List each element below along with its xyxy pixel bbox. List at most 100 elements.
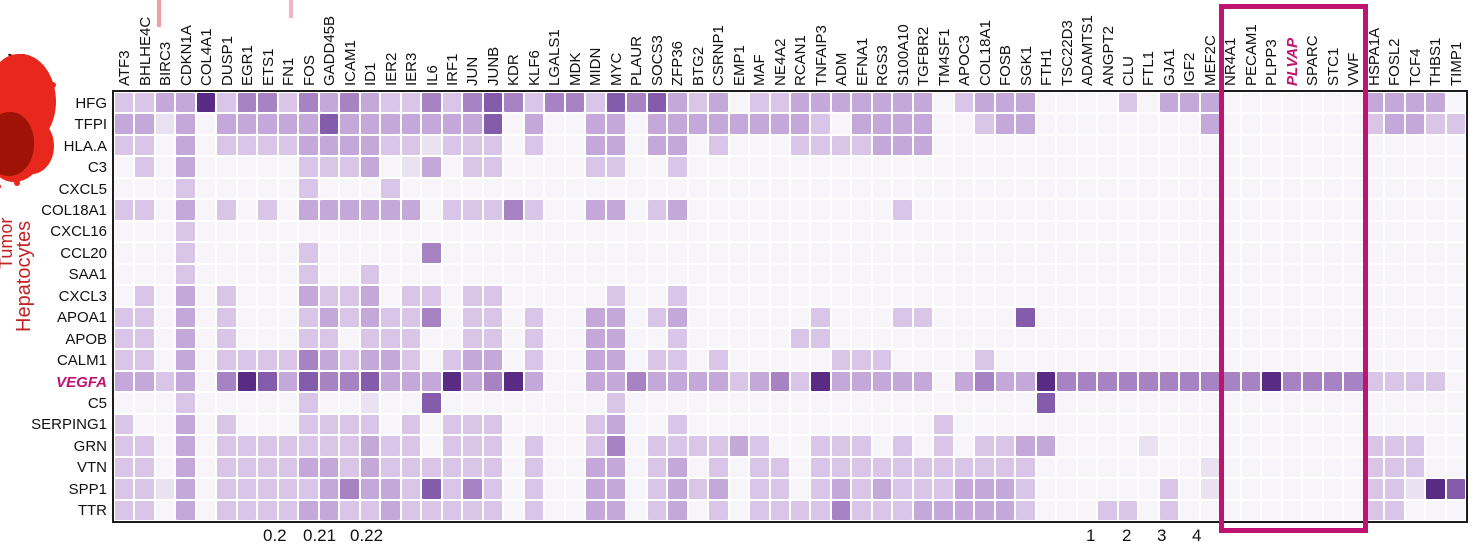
- heatmap-cell: [1426, 114, 1445, 134]
- gene-column-label: MYC: [607, 52, 625, 86]
- heatmap-cell: [913, 157, 933, 177]
- heatmap-cell: [1241, 135, 1261, 156]
- heatmap-cell: [975, 243, 994, 263]
- heatmap-cell: [913, 93, 933, 113]
- heatmap-cell: [340, 479, 359, 499]
- heatmap-cell: [893, 328, 912, 349]
- heatmap-cell: [524, 307, 544, 327]
- heatmap-cell: [709, 135, 728, 156]
- heatmap-cell: [1364, 393, 1384, 413]
- heatmap-cell: [1139, 371, 1158, 392]
- heatmap-cell: [1405, 414, 1425, 435]
- heatmap-cell: [1139, 157, 1158, 177]
- heatmap-cell: [381, 264, 400, 285]
- heatmap-cell: [1221, 393, 1240, 413]
- heatmap-cell: [176, 436, 195, 456]
- heatmap-cell: [1036, 178, 1056, 199]
- heatmap-cell: [1385, 457, 1404, 478]
- heatmap-cell: [115, 479, 134, 499]
- heatmap-cell: [258, 221, 277, 242]
- heatmap-cell: [995, 479, 1015, 499]
- heatmap-cell: [750, 371, 769, 392]
- heatmap-cell: [831, 371, 851, 392]
- heatmap-cell: [1446, 479, 1465, 499]
- heatmap-cell: [811, 178, 830, 199]
- heatmap-cell: [1016, 414, 1035, 435]
- heatmap-cell: [1221, 178, 1240, 199]
- heatmap-cell: [1405, 178, 1425, 199]
- gene-column-label: FTH1: [1038, 48, 1056, 87]
- heatmap-cell: [422, 393, 441, 413]
- heatmap-cell: [1139, 414, 1158, 435]
- heatmap-cell: [463, 200, 482, 220]
- heatmap-cell: [975, 135, 994, 156]
- heatmap-cell: [729, 221, 749, 242]
- heatmap-cell: [1221, 414, 1240, 435]
- heatmap-cell: [688, 264, 708, 285]
- tissue-blob-image: [0, 52, 64, 194]
- heatmap-cell: [1426, 479, 1445, 499]
- gene-row-label: C5: [87, 395, 107, 413]
- heatmap-cell: [1241, 114, 1261, 134]
- heatmap-cell: [217, 328, 236, 349]
- heatmap-cell: [872, 178, 892, 199]
- heatmap-cell: [1405, 135, 1425, 156]
- heatmap-cell: [1098, 479, 1117, 499]
- heatmap-cell: [422, 436, 441, 456]
- heatmap-cell: [995, 371, 1015, 392]
- heatmap-cell: [483, 243, 503, 263]
- heatmap-cell: [1364, 500, 1384, 520]
- heatmap-cell: [1159, 221, 1179, 242]
- heatmap-cell: [217, 178, 236, 199]
- heatmap-cell: [1159, 178, 1179, 199]
- heatmap-cell: [1282, 200, 1302, 220]
- heatmap-cell: [790, 457, 810, 478]
- heatmap-cell: [831, 479, 851, 499]
- heatmap-cell: [360, 393, 380, 413]
- heatmap-cell: [401, 221, 421, 242]
- heatmap-cell: [381, 414, 400, 435]
- heatmap-cell: [196, 178, 216, 199]
- heatmap-cell: [1221, 307, 1240, 327]
- heatmap-cell: [627, 178, 646, 199]
- heatmap-cell: [688, 500, 708, 520]
- heatmap-cell: [1180, 393, 1199, 413]
- heatmap-cell: [668, 178, 687, 199]
- heatmap-cell: [1139, 264, 1158, 285]
- heatmap-cell: [1159, 286, 1179, 306]
- heatmap-cell: [1016, 286, 1035, 306]
- heatmap-cell: [1303, 178, 1322, 199]
- heatmap-cell: [1303, 114, 1322, 134]
- heatmap-cell: [545, 178, 564, 199]
- heatmap-cell: [995, 414, 1015, 435]
- heatmap-cell: [1241, 93, 1261, 113]
- heatmap-cell: [135, 178, 154, 199]
- gene-column-label: ANGPT2: [1099, 25, 1117, 86]
- heatmap-cell: [1200, 243, 1220, 263]
- heatmap-cell: [463, 243, 482, 263]
- heatmap-cell: [135, 221, 154, 242]
- heatmap-cell: [176, 457, 195, 478]
- heatmap-cell: [770, 414, 789, 435]
- heatmap-cell: [545, 479, 564, 499]
- heatmap-cell: [1036, 243, 1056, 263]
- heatmap-cell: [401, 328, 421, 349]
- heatmap-cell: [606, 264, 626, 285]
- heatmap-cell: [831, 414, 851, 435]
- heatmap-cell: [1180, 264, 1199, 285]
- gene-column-label: APOC3: [956, 35, 974, 86]
- heatmap-cell: [852, 243, 871, 263]
- heatmap-cell: [1036, 135, 1056, 156]
- heatmap-cell: [729, 479, 749, 499]
- heatmap-cell: [1262, 328, 1281, 349]
- heatmap-cell: [913, 200, 933, 220]
- gene-column-label: IL6: [423, 65, 441, 86]
- heatmap-cell: [647, 93, 667, 113]
- heatmap-cell: [913, 371, 933, 392]
- heatmap-cell: [442, 157, 462, 177]
- heatmap-cell: [893, 93, 912, 113]
- heatmap-cell: [750, 436, 769, 456]
- heatmap-cell: [811, 307, 830, 327]
- heatmap-cell: [811, 243, 830, 263]
- heatmap-cell: [1241, 479, 1261, 499]
